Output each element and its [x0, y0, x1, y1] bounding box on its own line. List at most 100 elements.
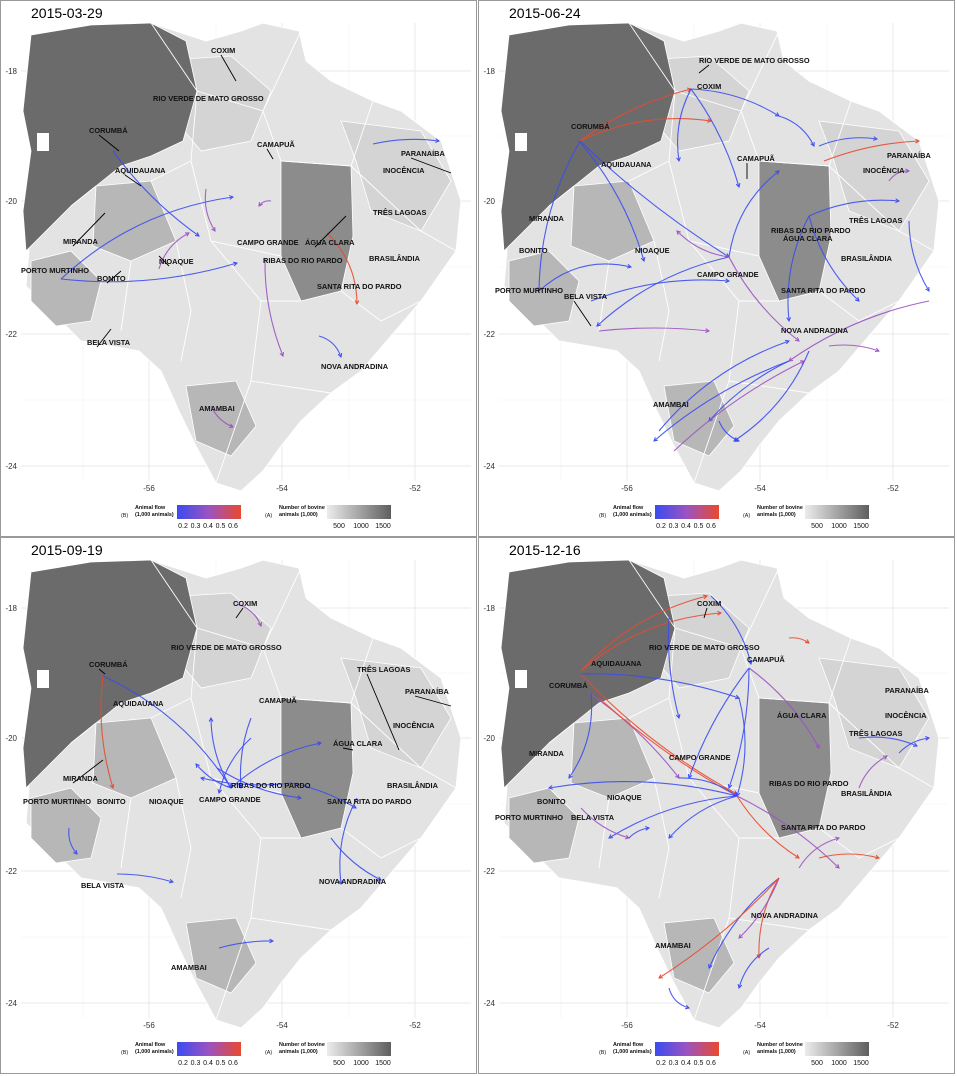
city-label: CAMPO GRANDE: [237, 238, 299, 247]
flow-arc: [908, 220, 930, 292]
city-label: SANTA RITA DO PARDO: [327, 797, 412, 806]
herd-tick-label: 1000: [353, 523, 369, 530]
y-tick-label: -18: [483, 604, 495, 613]
flow-colorbar: [177, 505, 241, 519]
municipality-region: [280, 160, 354, 302]
flow-tick-label: 0.4: [203, 523, 213, 530]
state-map: [500, 22, 940, 492]
municipality-border: [598, 797, 610, 869]
city-label: TRÊS LAGOAS: [357, 665, 410, 674]
city-label: CAMPO GRANDE: [697, 270, 759, 279]
flow-arrowhead: [794, 854, 800, 859]
flow-arrowhead: [109, 783, 115, 789]
flow-arrowhead: [925, 286, 930, 292]
flow-arc: [787, 215, 810, 322]
flow-arc: [216, 767, 302, 799]
flow-arc: [258, 200, 272, 207]
herd-tick-label: 1000: [831, 1060, 847, 1067]
flow-arrowhead: [596, 322, 602, 327]
flow-arrowhead: [217, 789, 223, 795]
city-label: COXIM: [697, 599, 721, 608]
city-label: COXIM: [697, 82, 721, 91]
flow-legend-subtitle: (1,000 animals): [135, 1049, 174, 1055]
city-label: SANTA RITA DO PARDO: [317, 282, 402, 291]
flow-tick-label: 0.6: [228, 1060, 238, 1067]
city-label: INOCÊNCIA: [393, 721, 435, 730]
x-tick-label: -56: [143, 1021, 155, 1030]
city-label: BRASILÂNDIA: [387, 781, 439, 790]
flow-arc: [102, 675, 232, 789]
city-label: BELA VISTA: [571, 813, 615, 822]
flow-arc: [195, 763, 232, 789]
municipality-border: [628, 22, 780, 112]
leader-line: [98, 668, 106, 675]
flow-arc: [736, 795, 800, 859]
city-label: PORTO MURTINHO: [23, 797, 91, 806]
flow-arrowhead: [232, 261, 238, 267]
city-label: AMAMBAI: [655, 941, 691, 950]
flow-arc: [579, 88, 692, 142]
flow-tick-label: 0.4: [681, 1060, 691, 1067]
flow-arc: [708, 360, 790, 422]
city-label: NIOAQUE: [607, 793, 642, 802]
flow-arc: [690, 88, 740, 188]
x-tick-label: -56: [621, 484, 633, 493]
flow-arrowhead: [794, 337, 800, 342]
city-label: MIRANDA: [529, 749, 565, 758]
city-labels: COXIM RIO VERDE DE MATO GROSSO CORUMBÁ AQUI…: [495, 599, 929, 950]
flow-arrowhead: [676, 230, 681, 235]
municipality-region: [92, 717, 177, 799]
flow-arc: [318, 335, 342, 358]
flow-arc: [828, 344, 880, 352]
flow-tick-label: 0.2: [656, 523, 666, 530]
axes: -56 -54 -52 -18 -20 -22 -24: [5, 67, 421, 493]
herd-legend-tag: (A): [265, 513, 272, 519]
flow-arrowhead: [653, 437, 659, 442]
city-label: BRASILÂNDIA: [841, 789, 893, 798]
leader-line: [158, 255, 170, 267]
flow-arc: [290, 782, 357, 809]
flow-arc: [588, 692, 680, 779]
flow-arc: [808, 215, 860, 302]
flow-arc: [579, 118, 712, 142]
leader-line: [342, 747, 354, 751]
flow-arc: [538, 263, 632, 292]
leader-line: [72, 759, 104, 784]
flow-arrowhead: [895, 198, 901, 204]
flow-arc: [658, 340, 790, 432]
corumba-region: [22, 559, 198, 789]
x-tick-label: -54: [754, 484, 766, 493]
city-label: INOCÊNCIA: [885, 711, 927, 720]
city-label: PORTO MURTINHO: [495, 286, 563, 295]
herd-colorbar: [327, 505, 391, 519]
city-label: CAMPO GRANDE: [669, 753, 731, 762]
flow-arrowhead: [258, 201, 263, 207]
city-label: RIO VERDE DE MATO GROSSO: [171, 643, 282, 652]
flow-arc: [738, 877, 780, 939]
flow-arrowhead: [338, 880, 343, 886]
flow-tick-label: 0.3: [191, 523, 201, 530]
flow-tick-label: 0.2: [656, 1060, 666, 1067]
city-label: COXIM: [233, 599, 257, 608]
flow-arc: [210, 405, 234, 428]
flow-arrowhead: [738, 934, 743, 939]
lake-gap: [37, 670, 49, 688]
municipality-border: [120, 260, 132, 332]
flow-arc: [678, 777, 738, 797]
city-label: CAMAPUÃ: [257, 140, 295, 149]
leader-line: [698, 64, 710, 74]
flow-arc: [668, 795, 738, 839]
panel-date-title: 2015-09-19: [31, 542, 103, 558]
legend: (B)Animal flow(1,000 animals)0.2 0.3 0.4 0.…: [599, 505, 869, 530]
city-label: ÁGUA CLARA: [783, 234, 833, 243]
municipality-border: [653, 777, 670, 899]
herd-colorbar: [805, 1042, 869, 1056]
city-label: CORUMBÁ: [89, 660, 128, 669]
flow-arc: [116, 873, 174, 883]
flow-arrowhead: [725, 278, 731, 284]
municipality-border: [250, 380, 332, 394]
x-tick-label: -56: [143, 484, 155, 493]
municipality-region: [185, 917, 257, 994]
flow-arc: [733, 350, 810, 442]
municipality-border: [150, 559, 302, 649]
